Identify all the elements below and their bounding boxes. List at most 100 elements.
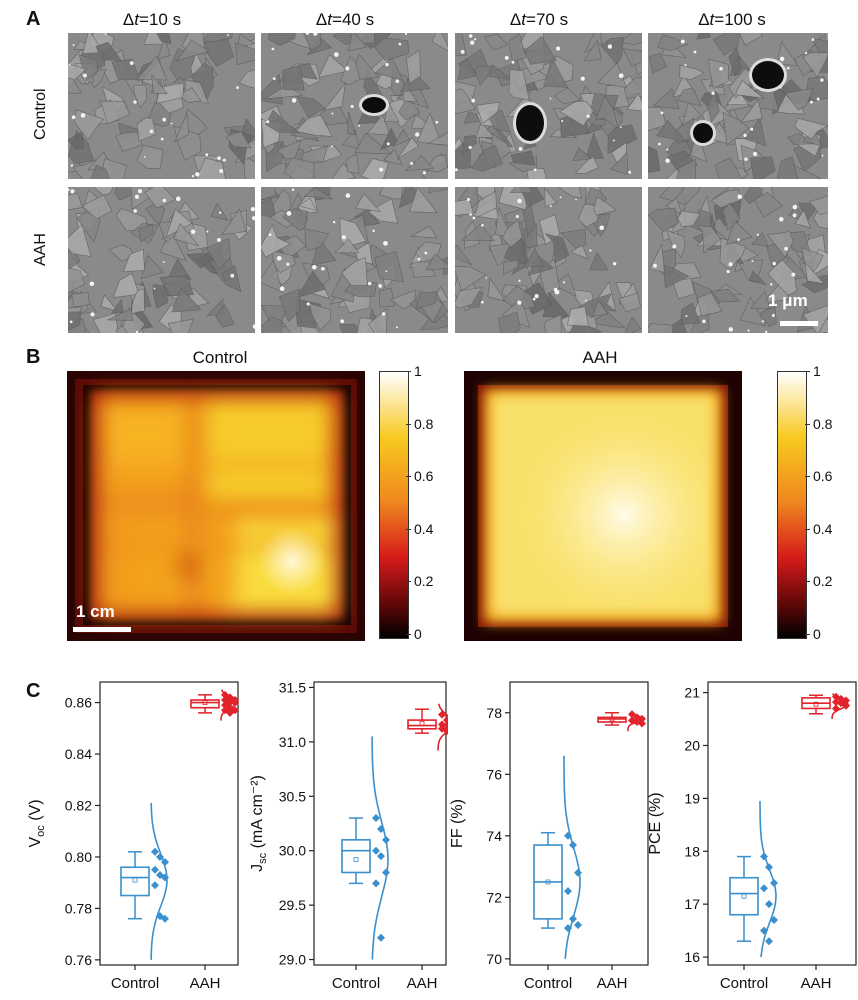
delta-symbol: Δ xyxy=(315,10,328,29)
colorbar-tick-control: 0.6 xyxy=(414,468,434,485)
pl-map-title-aah: AAH xyxy=(582,348,618,367)
sem-tile-control-0 xyxy=(68,33,255,179)
mean-marker xyxy=(202,700,208,705)
delta-symbol: Δ xyxy=(122,10,135,29)
delta-symbol: Δ xyxy=(509,10,522,29)
distribution-curve xyxy=(563,755,581,959)
time-symbol: t xyxy=(521,10,527,29)
y-tick-label: 0.78 xyxy=(65,900,92,916)
colorbar-tick-mark xyxy=(406,581,411,583)
y-axis-label: Voc (V) xyxy=(27,799,47,847)
y-tick-label: 19 xyxy=(684,790,700,806)
colorbar-aah xyxy=(777,371,807,639)
sem-tile-aah-3 xyxy=(648,187,828,333)
sem-scale-bar xyxy=(780,321,818,326)
box-series-control xyxy=(341,736,390,960)
mean-marker xyxy=(353,857,359,862)
box-series-control xyxy=(533,755,582,959)
colorbar-tick-aah: 0.2 xyxy=(813,573,833,590)
row-label-aah: AAH xyxy=(32,233,49,266)
data-point xyxy=(832,698,840,707)
colorbar-tick-aah: 0.4 xyxy=(813,520,833,537)
mean-marker xyxy=(609,716,615,722)
pl-scale-bar xyxy=(73,627,131,632)
data-point xyxy=(760,884,768,893)
time-value: =10 s xyxy=(139,10,182,29)
box-series-aah xyxy=(190,689,239,721)
y-tick-label: 29.0 xyxy=(279,952,306,968)
data-point xyxy=(377,933,385,942)
ff-box-chart: 70 72 74 76 78 Control AAH FF (%) xyxy=(449,681,649,992)
y-tick-label: 0.76 xyxy=(65,952,92,968)
sem-tile-aah-1 xyxy=(261,187,448,333)
x-tick-label: AAH xyxy=(597,975,628,992)
time-value: =40 s xyxy=(332,10,375,29)
y-tick-label: 18 xyxy=(684,843,700,859)
data-point xyxy=(226,708,234,717)
box-iqr xyxy=(407,719,437,730)
pl-map-title-control: Control xyxy=(192,348,248,367)
time-symbol: t xyxy=(327,10,333,29)
box-iqr xyxy=(120,866,150,897)
colorbar-tick-aah: 0 xyxy=(813,626,821,642)
column-title-0: Δt=10 s xyxy=(62,10,242,30)
colorbar-tick-control: 0 xyxy=(414,626,422,642)
y-axis-label: FF (%) xyxy=(449,799,466,848)
distribution-curve xyxy=(371,736,389,960)
colorbar-tick-control: 0.2 xyxy=(414,573,434,590)
data-point xyxy=(161,914,169,923)
colorbar-tick-control: 1 xyxy=(414,363,422,379)
jsc-box-chart: 29.0 29.5 30.0 30.5 31.0 31.5 Control AAH Jsc (m… xyxy=(249,679,448,992)
colorbar-tick-mark xyxy=(805,581,810,583)
pl-scale-label: 1 cm xyxy=(76,602,115,621)
y-tick-label: 30.5 xyxy=(279,788,306,804)
colorbar-tick-mark xyxy=(406,476,411,478)
y-tick-label: 17 xyxy=(684,896,700,912)
plot-frame xyxy=(99,681,239,966)
data-point xyxy=(443,726,448,735)
y-tick-label: 0.84 xyxy=(65,746,92,762)
y-tick-label: 74 xyxy=(486,828,502,844)
data-point xyxy=(221,696,229,705)
box-series-aah xyxy=(597,710,646,732)
box-series-aah xyxy=(407,703,448,751)
pl-map-control xyxy=(67,371,365,641)
sem-scale-label: 1 μm xyxy=(768,291,808,310)
data-point xyxy=(628,716,636,725)
plot-frame xyxy=(509,681,649,966)
data-point xyxy=(372,846,380,855)
mean-marker xyxy=(813,701,819,707)
data-point xyxy=(372,814,380,823)
colorbar-tick-mark xyxy=(805,528,810,530)
colorbar-tick-mark xyxy=(805,634,810,635)
data-point xyxy=(377,852,385,861)
sem-tile-control-1 xyxy=(261,33,448,179)
data-point xyxy=(765,900,773,909)
colorbar-tick-control: 0.8 xyxy=(414,415,434,432)
colorbar-tick-mark xyxy=(406,423,411,425)
mean-marker xyxy=(419,720,425,726)
box-iqr xyxy=(729,876,759,916)
y-tick-label: 72 xyxy=(486,889,502,905)
y-axis-label: PCE (%) xyxy=(647,792,664,854)
mean-marker xyxy=(545,879,551,885)
distribution-curve xyxy=(150,802,168,960)
distribution-curve xyxy=(759,801,777,958)
y-tick-label: 0.80 xyxy=(65,849,92,865)
x-tick-label: Control xyxy=(524,975,572,992)
y-tick-label: 76 xyxy=(486,766,502,782)
sem-tile-control-3 xyxy=(648,33,828,179)
colorbar-tick-mark xyxy=(406,371,411,372)
time-value: =100 s xyxy=(714,10,766,29)
colorbar-tick-mark xyxy=(805,476,810,478)
y-tick-label: 31.5 xyxy=(279,679,306,695)
plot-frame xyxy=(707,681,857,966)
distribution-curve xyxy=(437,703,448,751)
y-tick-label: 21 xyxy=(684,685,700,701)
y-tick-label: 16 xyxy=(684,949,700,965)
plot-frame xyxy=(313,681,447,966)
colorbar-tick-aah: 1 xyxy=(813,363,821,379)
data-point xyxy=(574,921,582,930)
data-point xyxy=(638,719,646,728)
column-title-3: Δt=100 s xyxy=(642,10,822,30)
